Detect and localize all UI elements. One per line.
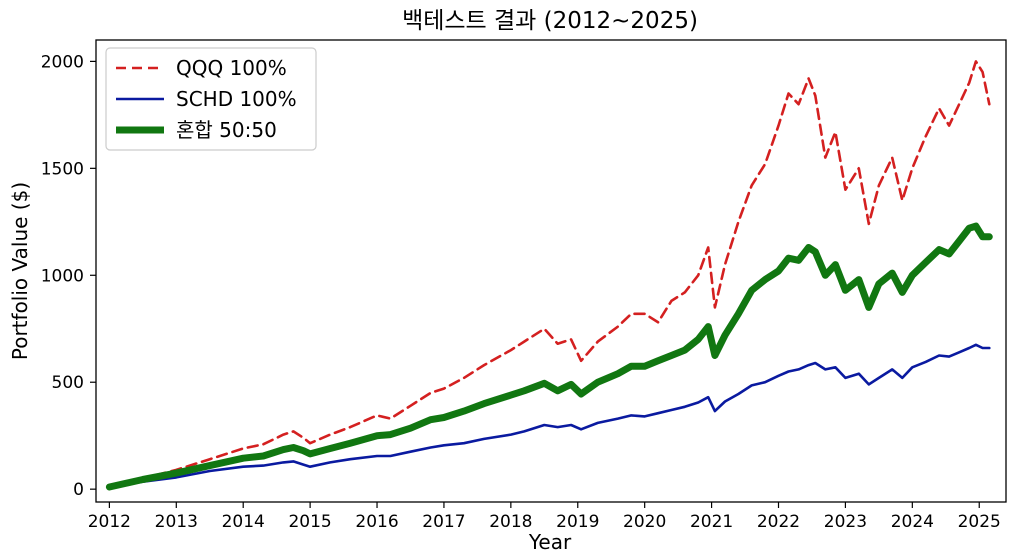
x-tick-label: 2014 — [222, 512, 265, 532]
x-tick-label: 2022 — [757, 512, 800, 532]
y-tick-label: 2000 — [41, 52, 84, 72]
y-tick-label: 0 — [73, 480, 84, 500]
x-tick-label: 2016 — [355, 512, 398, 532]
x-tick-label: 2020 — [623, 512, 666, 532]
y-axis-title: Portfolio Value ($) — [8, 182, 32, 360]
plot-frame — [95, 39, 1007, 503]
legend-box — [105, 47, 317, 151]
x-tick-label: 2019 — [556, 512, 599, 532]
series-line-2 — [105, 222, 993, 491]
x-tick-label: 2023 — [824, 512, 867, 532]
y-tick-label: 1000 — [41, 266, 84, 286]
series-line-1 — [108, 343, 991, 489]
y-tick-label: 1500 — [41, 159, 84, 179]
x-tick-label: 2015 — [288, 512, 331, 532]
x-tick-label: 2021 — [690, 512, 733, 532]
chart-title: 백테스트 결과 (2012~2025) — [402, 8, 698, 34]
legend-label-mix: 혼합 50:50 — [176, 118, 277, 142]
x-tick-label: 2013 — [155, 512, 198, 532]
x-axis: 2012 2013 2014 2015 2016 2017 2018 2019 2020 2021… — [88, 502, 1001, 532]
legend-label-schd: SCHD 100% — [176, 87, 297, 111]
x-tick-label: 2012 — [88, 512, 131, 532]
x-tick-label: 2018 — [489, 512, 532, 532]
series-line-0 — [108, 60, 991, 489]
x-tick-label: 2025 — [958, 512, 1001, 532]
legend: QQQ 100% SCHD 100% 혼합 50:50 — [105, 47, 317, 151]
x-tick-label: 2024 — [891, 512, 934, 532]
x-axis-title: Year — [528, 530, 572, 554]
y-axis: 0 500 1000 1500 2000 — [41, 52, 96, 500]
y-tick-label: 500 — [52, 373, 84, 393]
plot-lines — [105, 60, 993, 491]
legend-label-qqq: QQQ 100% — [176, 56, 287, 80]
x-tick-label: 2017 — [422, 512, 465, 532]
